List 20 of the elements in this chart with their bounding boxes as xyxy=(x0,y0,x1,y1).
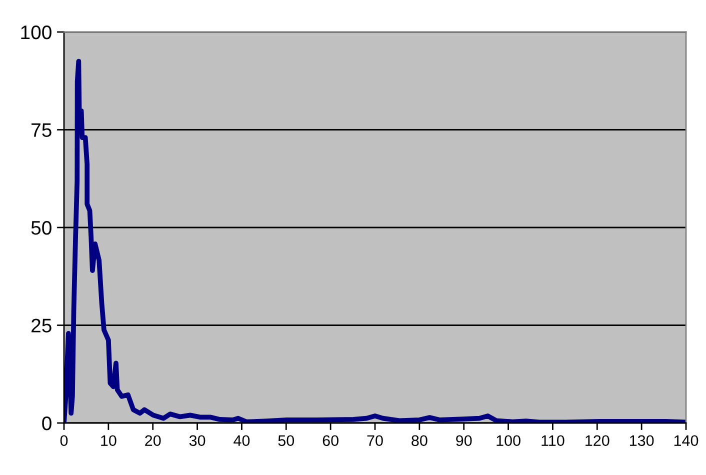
y-tick-label: 75 xyxy=(32,123,52,137)
x-tick-label: 120 xyxy=(586,435,610,446)
x-tick-label: 50 xyxy=(278,435,294,446)
y-tick-label: 25 xyxy=(32,318,52,332)
x-tick-label: 60 xyxy=(322,435,338,446)
x-tick-label: 80 xyxy=(412,435,428,446)
x-tick-label: 30 xyxy=(189,435,206,446)
x-tick-label: 100 xyxy=(496,435,520,446)
x-tick-label: 10 xyxy=(101,435,116,446)
x-tick-label: 40 xyxy=(234,435,250,446)
x-tick-label: 130 xyxy=(630,435,654,446)
y-tick-label: 0 xyxy=(42,416,52,430)
x-tick-label: 110 xyxy=(542,435,564,446)
x-tick-label: 140 xyxy=(674,435,698,446)
x-tick-label: 70 xyxy=(367,435,383,446)
y-tick-label: 50 xyxy=(31,220,52,235)
x-tick-label: 0 xyxy=(60,435,68,446)
x-tick-label: 90 xyxy=(456,435,472,446)
y-tick-label: 100 xyxy=(21,25,52,40)
x-tick-label: 20 xyxy=(145,435,161,446)
